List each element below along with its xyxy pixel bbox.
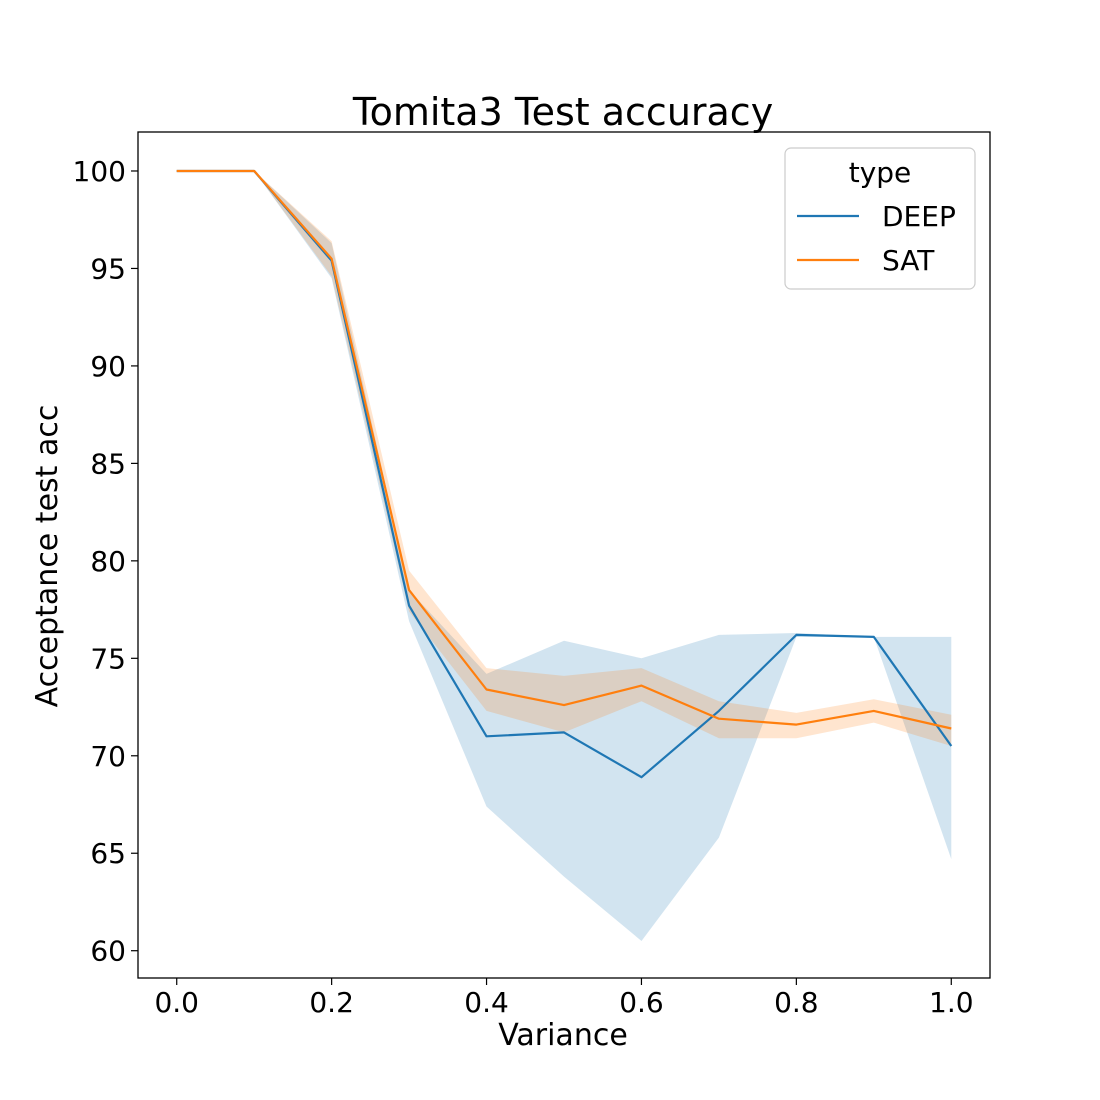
plot-frame — [137, 131, 991, 979]
x-tick-label: 0.6 — [619, 986, 664, 1019]
legend: type DEEP SAT — [784, 147, 976, 290]
y-tick-label: 85 — [90, 447, 126, 480]
y-tick-label: 65 — [90, 837, 126, 870]
y-tick-label: 60 — [90, 935, 126, 968]
x-axis-label: Variance — [498, 1018, 628, 1053]
legend-box — [784, 147, 976, 290]
x-tick-label: 1.0 — [929, 986, 974, 1019]
x-tick-label: 0.2 — [309, 986, 354, 1019]
y-tick-label: 80 — [90, 545, 126, 578]
legend-label-deep: DEEP — [882, 200, 956, 233]
x-tick-label: 0.0 — [154, 986, 199, 1019]
x-tick-label: 0.4 — [464, 986, 509, 1019]
y-tick-label: 75 — [90, 642, 126, 675]
y-tick-label: 90 — [90, 350, 126, 383]
y-tick-label: 95 — [90, 252, 126, 285]
line-sat — [176, 169, 952, 730]
y-tick-label: 100 — [73, 155, 126, 188]
y-tick-label: 70 — [90, 740, 126, 773]
confidence-bands — [176, 171, 952, 941]
series-lines — [176, 169, 953, 779]
x-tick-label: 0.8 — [774, 986, 819, 1019]
y-axis-label: Acceptance test acc — [30, 405, 65, 708]
legend-title: type — [849, 156, 912, 189]
legend-label-sat: SAT — [882, 244, 935, 277]
y-axis-ticks: 60 65 70 75 80 85 90 95 100 — [73, 155, 138, 968]
band-deep — [176, 171, 952, 941]
x-axis-ticks: 0.0 0.2 0.4 0.6 0.8 1.0 — [154, 978, 974, 1019]
chart-title: Tomita3 Test accuracy — [352, 90, 773, 134]
